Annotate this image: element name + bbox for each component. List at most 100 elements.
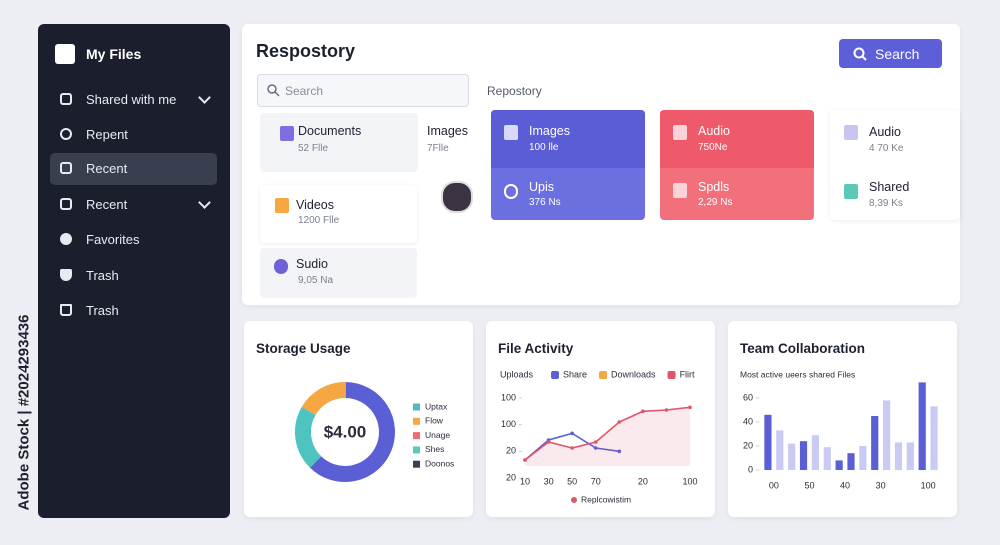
file-name: Audio (869, 125, 901, 139)
card-title: Team Collaboration (740, 341, 866, 356)
x-tick-label: 50 (804, 480, 814, 490)
search-input[interactable]: Search (257, 74, 469, 107)
nav-item[interactable]: Recent (50, 189, 217, 221)
x-tick-label: 30 (544, 476, 554, 486)
point (664, 408, 669, 412)
nav-label: Trash (86, 303, 119, 318)
file-name: Shared (869, 180, 910, 194)
avatar (441, 181, 473, 213)
point (641, 409, 645, 414)
button-label: Search (875, 46, 920, 62)
bar (894, 442, 903, 470)
search-icon (853, 47, 867, 61)
legend-title: Uploads (500, 369, 534, 379)
legend-label: Replcowistim (581, 494, 631, 504)
subtitle: Most active ueers shared Files (740, 369, 855, 379)
file-name: Videos (296, 198, 334, 212)
search-button[interactable]: Search (839, 39, 942, 68)
bar (859, 446, 867, 470)
nav-item[interactable]: Favorites (50, 224, 217, 256)
legend-label: Shes (425, 444, 444, 454)
storage-card: Storage Usage (244, 321, 473, 517)
page-title: Respostory (256, 41, 356, 61)
nav-label: Favorites (86, 232, 140, 247)
legend-label: Downloads (611, 369, 656, 379)
sidebar-title: My Files (86, 46, 142, 62)
nav-item[interactable]: Trash (50, 295, 217, 327)
legend-swatch (571, 497, 577, 503)
point (617, 449, 622, 454)
file-name: Images (529, 124, 570, 138)
file-size: 2,29 Ns (698, 197, 733, 208)
legend-swatch (413, 446, 420, 454)
nav-item[interactable]: Shared with me (50, 84, 217, 116)
point (617, 420, 622, 424)
legend-swatch (413, 460, 420, 468)
legend-label: Unage (425, 430, 450, 440)
donut-center: $4.00 (324, 422, 367, 441)
bar (906, 442, 914, 470)
card-title: File Activity (498, 341, 574, 356)
legend-swatch (413, 403, 420, 411)
nav-label: Shared with me (86, 92, 177, 107)
y-tick-label: 20 (506, 472, 516, 482)
point (593, 446, 598, 450)
x-tick-label: 100 (921, 480, 936, 490)
sidebar: My Files Shared with me Repent Recent Re… (38, 24, 230, 518)
y-tick-label: 40 (743, 416, 753, 426)
bar (823, 447, 831, 470)
file-size: 52 Flle (298, 143, 329, 154)
donut-segment (301, 382, 347, 416)
legend-label: Doonos (425, 458, 454, 468)
file-size: 750Ne (698, 142, 728, 153)
bar (835, 460, 843, 470)
legend-swatch (413, 432, 420, 440)
bar (811, 435, 819, 470)
file-name: Sudio (296, 257, 328, 271)
file-size: 8,39 Ks (869, 198, 903, 209)
file-name: Spdls (698, 180, 730, 194)
line (524, 406, 691, 461)
nav-item[interactable]: Recent (50, 153, 217, 185)
file-card[interactable]: Videos 1200 Flle (260, 185, 417, 243)
legend-swatch (551, 371, 559, 379)
breadcrumb: Repostory (487, 84, 542, 98)
y-tick-label: 60 (743, 392, 753, 402)
point (570, 431, 574, 436)
file-name: Documents (298, 124, 362, 138)
legend-swatch (413, 417, 420, 425)
nav-label: Recent (86, 197, 128, 212)
nav-item[interactable]: Repent (50, 119, 217, 151)
y-tick-label: 20 (506, 446, 516, 456)
file-card[interactable]: Audio 4 70 Ke Shared 8,39 Ks (830, 110, 960, 220)
bar (764, 414, 772, 470)
legend-label: Uptax (425, 401, 448, 411)
file-card[interactable]: Audio 750Ne Spdls 2,29 Ns (660, 110, 814, 220)
file-card[interactable]: Images 100 lle Upis 376 Ns (491, 110, 645, 220)
donut-segment (310, 382, 395, 482)
bar (918, 382, 926, 470)
point (570, 446, 574, 450)
point (546, 440, 551, 444)
legend-label: Share (563, 369, 587, 379)
card-title: Storage Usage (256, 341, 351, 356)
file-size: 4 70 Ke (869, 143, 904, 154)
file-size: 376 Ns (529, 197, 561, 208)
y-tick-label: 0 (748, 464, 753, 474)
legend-swatch (599, 371, 608, 379)
file-card[interactable]: Sudio 9,05 Na (260, 248, 417, 298)
y-tick-label: 100 (501, 419, 516, 429)
bar (871, 416, 879, 470)
bar (776, 430, 784, 470)
x-tick-label: 30 (876, 480, 886, 490)
file-name: Upis (529, 180, 555, 194)
bar (847, 453, 855, 470)
nav-label: Trash (86, 268, 119, 283)
point (688, 405, 692, 410)
x-tick-label: 50 (567, 476, 577, 486)
bar (883, 400, 891, 470)
file-card[interactable]: Documents 52 Flle (260, 113, 418, 172)
nav-label: Recent (86, 161, 128, 176)
nav-item[interactable]: Trash (50, 260, 217, 292)
